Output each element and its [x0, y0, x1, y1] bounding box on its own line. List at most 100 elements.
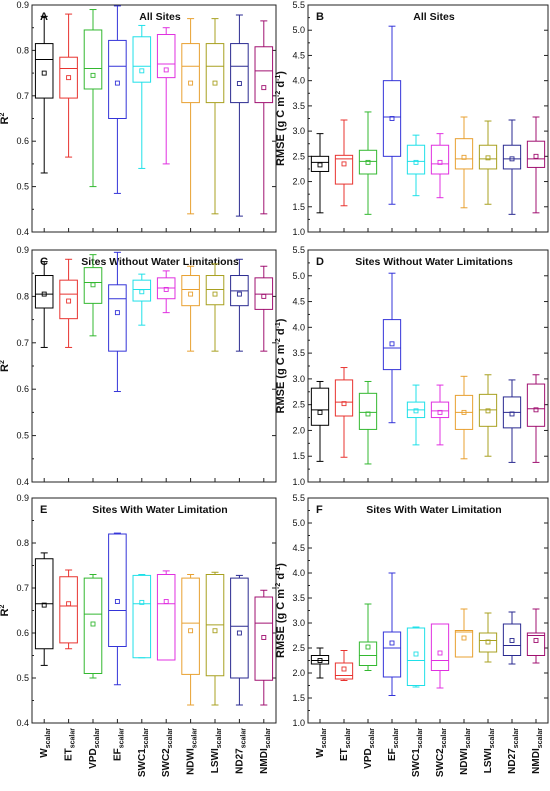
iqr-box — [83, 577, 103, 674]
y-tick-label: 0.8 — [16, 45, 29, 55]
iqr-box — [478, 144, 498, 170]
iqr-box — [526, 383, 546, 427]
panel-d: 1.0 1.5 2.0 2.5 3.0 3.5 4.0 4.5 5.0 5.5 D Sites Wit… — [275, 245, 549, 487]
panel-b: 1.0 1.5 2.0 2.5 3.0 3.5 4.0 4.5 5.0 5.5 B All Sites… — [275, 0, 549, 237]
y-tick-label: 0.7 — [16, 583, 29, 593]
y-tick-label: 3.5 — [292, 593, 305, 603]
iqr-box — [156, 574, 176, 661]
iqr-box — [34, 275, 54, 309]
y-tick-label: 0.6 — [16, 628, 29, 638]
iqr-box — [230, 43, 249, 104]
box-nmdi — [254, 589, 274, 706]
mean-marker — [188, 628, 194, 634]
box-swc1 — [406, 134, 426, 197]
box-lswi — [205, 18, 225, 215]
mean-marker — [317, 409, 323, 415]
mean-marker — [485, 408, 491, 414]
box-et — [334, 650, 354, 681]
box-ef — [382, 25, 402, 205]
mean-marker — [533, 407, 539, 413]
mean-marker — [212, 628, 218, 634]
mean-marker — [461, 635, 467, 641]
mean-marker — [139, 289, 145, 295]
y-tick-label: 5.5 — [292, 245, 305, 255]
iqr-box — [334, 379, 354, 417]
mean-marker — [114, 599, 120, 604]
iqr-box — [310, 387, 330, 426]
iqr-box — [59, 279, 78, 320]
iqr-box — [526, 632, 546, 656]
box-ndwi — [181, 18, 200, 215]
panel-title: Sites Without Water Limitations — [81, 256, 239, 268]
x-category-label: Wscalar — [39, 728, 52, 758]
box-et — [59, 13, 78, 158]
y-tick-label: 0.7 — [16, 91, 29, 101]
y-tick-label: 0.6 — [16, 384, 29, 394]
panel-e: 0.4 0.5 0.6 0.7 0.8 0.9 E Sites With Water Limi… — [0, 493, 277, 777]
panel-letter: B — [316, 11, 324, 23]
panel-title: All Sites — [139, 11, 181, 23]
box-w — [34, 15, 54, 174]
iqr-box — [132, 574, 152, 659]
iqr-box — [478, 632, 498, 653]
box-ef — [108, 5, 127, 194]
iqr-box — [254, 46, 274, 104]
panel-title: Sites With Water Limitation — [366, 504, 501, 516]
x-category-label: SWC2scalar — [161, 728, 174, 777]
mean-marker — [365, 159, 371, 165]
box-et — [59, 569, 78, 650]
iqr-box — [478, 393, 498, 427]
panel-c: 0.40.50.60.70.80.9CSites Without Water L… — [0, 245, 277, 487]
y-tick-label: 3.5 — [292, 348, 305, 358]
box-nmdi — [526, 374, 546, 463]
box-swc1 — [406, 384, 426, 446]
iqr-box — [132, 279, 152, 302]
y-axis-label: R2 — [0, 112, 11, 124]
iqr-box — [526, 140, 546, 168]
mean-marker — [437, 650, 443, 656]
panel-a: 0.40.50.60.70.80.9AAll SitesR2 — [0, 0, 277, 237]
y-tick-label: 0.9 — [16, 493, 29, 503]
y-tick-label: 0.8 — [16, 291, 29, 301]
box-et — [59, 258, 78, 348]
box-ndwi — [454, 116, 474, 209]
box-w — [34, 261, 54, 348]
x-category-label: SWC1scalar — [137, 728, 150, 777]
mean-marker — [341, 401, 347, 407]
mean-marker — [163, 599, 169, 604]
box-swc2 — [156, 270, 176, 314]
x-category-label: VPDscalar — [88, 728, 101, 769]
iqr-box — [358, 149, 378, 175]
x-category-label: LSWIscalar — [210, 728, 223, 774]
mean-marker — [212, 80, 218, 86]
mean-marker — [341, 161, 347, 167]
mean-marker — [485, 155, 491, 161]
y-tick-label: 3.5 — [292, 101, 305, 111]
iqr-box — [382, 319, 402, 371]
x-category-label: ETscalar — [64, 728, 77, 761]
box-swc1 — [132, 24, 152, 169]
y-tick-label: 0.6 — [16, 136, 29, 146]
y-tick-label: 0.4 — [16, 718, 29, 728]
mean-marker — [389, 341, 395, 347]
mean-marker — [41, 291, 47, 297]
x-category-label: VPDscalar — [363, 728, 376, 769]
x-category-label: SWC1scalar — [411, 728, 424, 777]
y-tick-label: 4.0 — [292, 568, 305, 578]
iqr-box — [430, 623, 450, 671]
iqr-box — [254, 596, 274, 681]
mean-marker — [261, 293, 267, 299]
iqr-box — [334, 154, 354, 185]
box-nmdi — [254, 265, 274, 352]
iqr-box — [382, 80, 402, 157]
panel-frame — [307, 497, 549, 724]
y-tick-label: 5.0 — [292, 518, 305, 528]
y-tick-label: 2.0 — [292, 668, 305, 678]
box-vpd — [83, 9, 103, 188]
mean-marker — [509, 411, 515, 417]
iqr-box — [358, 641, 378, 666]
x-category-label: ETscalar — [339, 728, 352, 761]
y-tick-label: 4.0 — [292, 76, 305, 86]
x-category-label: EFscalar — [387, 728, 400, 761]
box-ef — [108, 251, 127, 393]
